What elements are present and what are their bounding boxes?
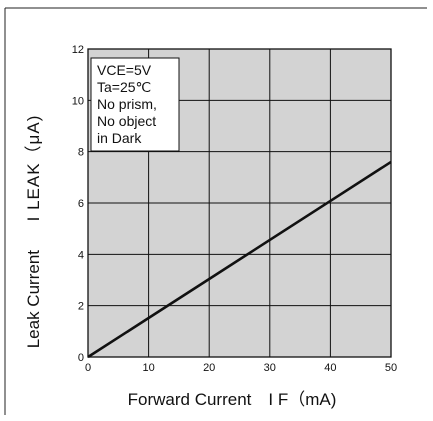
condition-line: VCE=5V (97, 62, 152, 78)
x-tick-label: 40 (324, 362, 336, 374)
y-tick-label: 10 (72, 95, 84, 107)
y-axis-symbol-text: I LEAK（μA) (24, 115, 43, 222)
x-axis-label: Forward Current I F（mA) (128, 390, 337, 409)
x-tick-label: 30 (264, 362, 276, 374)
x-tick-label: 20 (203, 362, 215, 374)
y-axis-label-text: Leak Current (24, 250, 43, 349)
x-tick-labels: 0 10 20 30 40 50 (85, 362, 397, 374)
y-tick-label: 0 (78, 352, 84, 364)
y-tick-label: 2 (78, 301, 84, 313)
condition-line: in Dark (97, 130, 142, 146)
plot-border (87, 48, 392, 358)
condition-line: Ta=25℃ (97, 79, 151, 95)
x-tick-label: 50 (385, 362, 397, 374)
y-tick-label: 12 (72, 44, 84, 56)
y-axis-symbol: I LEAK（μA) (24, 115, 43, 222)
y-tick-label: 4 (78, 249, 84, 261)
series-line (87, 160, 392, 359)
condition-line: No prism, (97, 96, 157, 112)
series-layer (87, 160, 392, 359)
condition-line: No object (97, 113, 156, 129)
y-axis-label: Leak Current (24, 250, 43, 349)
y-tick-labels: 0 2 4 6 8 10 12 (72, 44, 84, 364)
x-tick-label: 10 (142, 362, 154, 374)
conditions-box-background (90, 57, 180, 152)
y-tick-label: 8 (78, 147, 84, 159)
y-tick-label: 6 (78, 198, 84, 210)
x-tick-label: 0 (85, 362, 91, 374)
